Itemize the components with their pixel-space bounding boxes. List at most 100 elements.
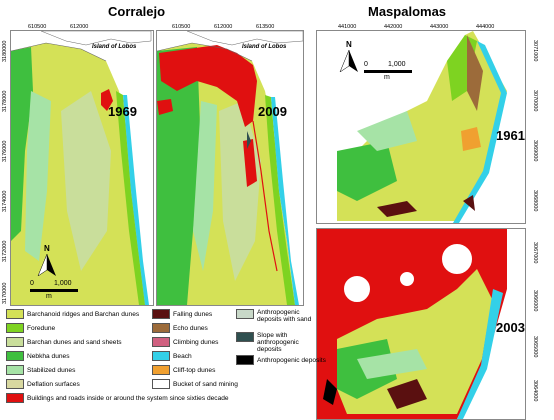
falling-zone (387, 379, 427, 409)
legend-swatch (152, 379, 170, 389)
legend-item-foredune: Foredune (6, 323, 55, 333)
north-label-m: N (346, 40, 352, 49)
falling-zone-2 (463, 195, 475, 211)
title-corralejo: Corralejo (108, 4, 166, 19)
tick-y-3: 3174000 (2, 190, 8, 212)
barchan-zone (61, 91, 111, 271)
legend-swatch (236, 355, 254, 365)
beach-zone (453, 41, 507, 223)
legend-swatch (6, 393, 24, 403)
foredune-zone (116, 91, 145, 305)
legend-label: Deflation surfaces (27, 380, 80, 388)
beach-zone (457, 289, 503, 419)
legend-item-nebkha: Nebkha dunes (6, 351, 70, 361)
legend-label: Echo dunes (173, 324, 208, 332)
legend-label: Bucket of sand mining (173, 380, 238, 388)
legend: Barchanoid ridges and Barchan dunes Fore… (0, 304, 326, 420)
tick-y-2: 3176000 (2, 140, 8, 162)
island-label-1969: Island of Lobos (92, 44, 137, 50)
legend-swatch (236, 332, 254, 342)
scale-max-m: 1,000 (388, 61, 406, 68)
scale-unit-c: m (46, 293, 52, 300)
legend-swatch (152, 337, 170, 347)
legend-item-falling: Falling dunes (152, 309, 212, 319)
foredune-zone (265, 95, 295, 305)
scale-zero-c: 0 (30, 280, 34, 287)
legend-item-anthro-sand: Anthropogenic deposits with sand (236, 309, 319, 323)
tick-y-1: 3178000 (2, 90, 8, 112)
slope-patch (247, 131, 251, 149)
tick-my2-2: 3065000 (532, 336, 538, 358)
tick-my2-3: 3064000 (532, 380, 538, 402)
island-label-2009: Island of Lobos (242, 44, 287, 50)
legend-swatch (6, 337, 24, 347)
legend-swatch (152, 309, 170, 319)
map-corralejo-1969 (10, 30, 154, 306)
stabilized-zone (193, 101, 217, 271)
tick-my1-0: 3071000 (532, 40, 538, 62)
legend-item-anthro: Anthropogenic deposits (236, 355, 326, 365)
map-maspalomas-1961-svg (337, 31, 507, 223)
town-west (157, 99, 173, 115)
map-maspalomas-2003-svg (317, 229, 507, 419)
tick-mx-1: 442000 (384, 24, 403, 30)
year-1961: 1961 (496, 128, 525, 143)
north-arrow-icon (37, 254, 56, 276)
map-corralejo-2009-svg (157, 31, 303, 305)
legend-swatch (152, 323, 170, 333)
legend-item-barchanoid: Barchanoid ridges and Barchan dunes (6, 309, 139, 319)
legend-label: Beach (173, 352, 192, 360)
beach-zone (271, 97, 299, 305)
map-maspalomas-2003 (316, 228, 526, 420)
title-maspalomas: Maspalomas (368, 4, 447, 19)
echo-zone (467, 35, 483, 111)
legend-item-stabilized: Stabilized dunes (6, 365, 75, 375)
road-line (252, 120, 278, 272)
legend-label: Slope with anthropogenic deposits (257, 332, 299, 353)
tick-my2-1: 3066000 (532, 290, 538, 312)
north-label-c: N (44, 244, 50, 253)
tick-x1-1: 612000 (70, 24, 89, 30)
legend-swatch (6, 351, 24, 361)
tick-my1-3: 3068000 (532, 190, 538, 212)
tick-my1-1: 3070000 (532, 90, 538, 112)
north-arrow-icon-m (339, 50, 358, 72)
stabilized-zone (357, 111, 417, 151)
legend-swatch (6, 365, 24, 375)
legend-label: Buildings and roads inside or around the… (27, 394, 229, 402)
tick-my2-0: 3067000 (532, 242, 538, 264)
clifftop-zone (461, 127, 481, 151)
legend-label: Falling dunes (173, 310, 213, 318)
scale-bar-m (364, 70, 412, 73)
legend-swatch (236, 309, 254, 319)
legend-label: Foredune (27, 324, 56, 332)
legend-label: Nebkha dunes (27, 352, 70, 360)
legend-item-slope: Slope with anthropogenic deposits (236, 332, 319, 353)
legend-label: Climbing dunes (173, 338, 219, 346)
map-corralejo-1969-svg (11, 31, 152, 305)
legend-swatch (6, 323, 24, 333)
year-1969: 1969 (108, 104, 137, 119)
anthro-zone (323, 379, 337, 405)
legend-item-beach: Beach (152, 351, 192, 361)
tick-x2-0: 610500 (172, 24, 191, 30)
scale-unit-m: m (384, 74, 390, 81)
town-zone (159, 45, 257, 127)
legend-label: Barchan dunes and sand sheets (27, 338, 122, 346)
tick-my1-2: 3069000 (532, 140, 538, 162)
stabilized-zone (25, 91, 51, 261)
legend-label: Anthropogenic deposits (257, 356, 326, 364)
legend-item-climbing: Climbing dunes (152, 337, 218, 347)
tick-mx-0: 441000 (338, 24, 357, 30)
nebkha-zone (337, 141, 397, 201)
legend-item-barchan: Barchan dunes and sand sheets (6, 337, 122, 347)
year-2003: 2003 (496, 320, 525, 335)
beach-zone (123, 95, 149, 305)
roundabout-1 (342, 274, 372, 304)
legend-label: Cliff-top dunes (173, 366, 216, 374)
legend-item-buildings: Buildings and roads inside or around the… (6, 393, 229, 403)
roundabout-3 (398, 270, 416, 288)
year-2009: 2009 (258, 104, 287, 119)
legend-label: Anthropogenic deposits with sand (257, 309, 312, 323)
roundabout-2 (440, 242, 474, 276)
